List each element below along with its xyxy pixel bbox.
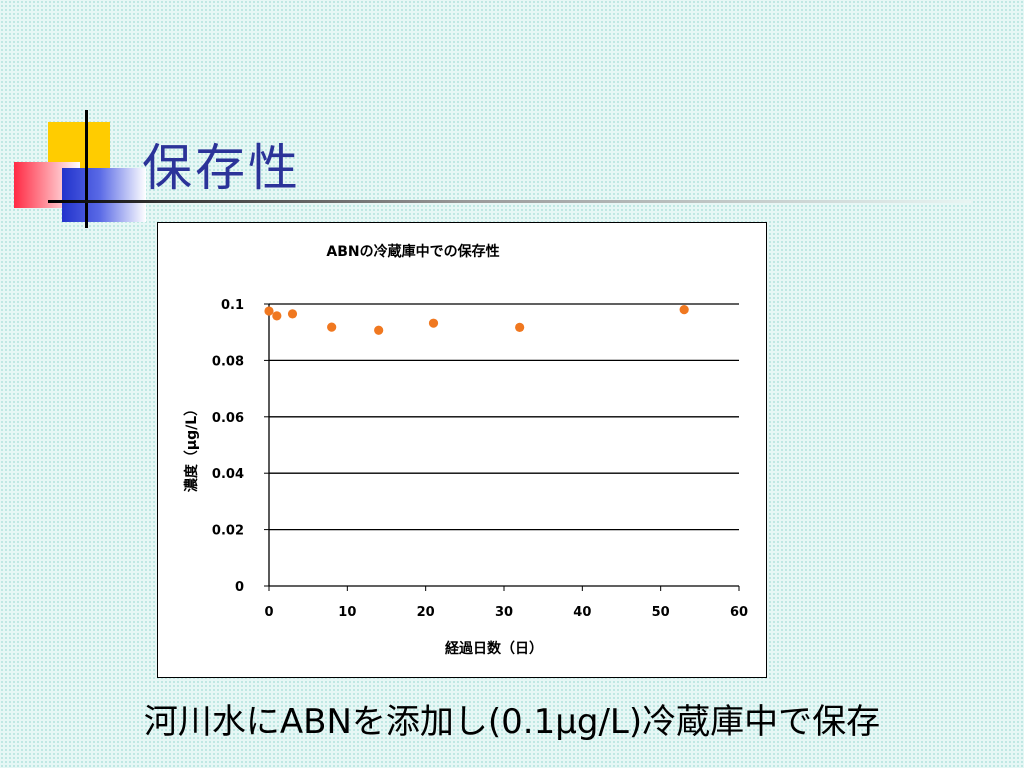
y-tick-label: 0.04 bbox=[212, 467, 244, 482]
chart-title: ABNの冷蔵庫中での保存性 bbox=[326, 243, 499, 260]
chart-frame: ABNの冷蔵庫中での保存性 0 0.02 0.04 0.06 0.08 0.1 0 10 20… bbox=[157, 222, 767, 678]
x-tick-label: 60 bbox=[730, 605, 748, 620]
decor-vertical-line bbox=[85, 110, 88, 228]
gridlines bbox=[269, 303, 739, 531]
data-point bbox=[515, 322, 525, 333]
axes bbox=[268, 304, 739, 587]
data-point bbox=[428, 318, 439, 328]
x-tick-label: 0 bbox=[264, 605, 273, 620]
slide-caption: 河川水にABNを添加し(0.1μg/L)冷蔵庫中で保存 bbox=[143, 702, 881, 742]
y-tick-label: 0.1 bbox=[221, 298, 244, 313]
x-axis-label: 経過日数（日） bbox=[445, 640, 543, 657]
data-point bbox=[287, 309, 298, 319]
decor-square-blue bbox=[62, 168, 146, 222]
x-axis-ticks: 0 10 20 30 40 50 60 bbox=[264, 586, 748, 620]
y-axis-ticks: 0 0.02 0.04 0.06 0.08 0.1 bbox=[212, 298, 269, 595]
data-point bbox=[374, 325, 384, 335]
y-axis-label: 濃度（μg/L） bbox=[183, 402, 200, 492]
y-tick-label: 0.02 bbox=[212, 524, 244, 539]
data-point bbox=[679, 305, 689, 315]
decor-horizontal-line bbox=[48, 200, 973, 203]
x-tick-label: 20 bbox=[417, 605, 435, 620]
data-point bbox=[264, 306, 274, 316]
x-tick-label: 40 bbox=[573, 605, 591, 620]
y-tick-label: 0.06 bbox=[212, 411, 244, 426]
slide-title: 保存性 bbox=[142, 139, 301, 197]
scatter-chart: ABNの冷蔵庫中での保存性 0 0.02 0.04 0.06 0.08 0.1 0 10 20… bbox=[183, 243, 748, 657]
data-points bbox=[264, 305, 689, 335]
x-tick-label: 50 bbox=[652, 605, 670, 620]
y-tick-label: 0.08 bbox=[212, 354, 244, 369]
data-point bbox=[272, 311, 282, 321]
data-point bbox=[327, 322, 337, 332]
x-tick-label: 10 bbox=[338, 605, 356, 620]
y-tick-label: 0 bbox=[235, 580, 244, 595]
x-tick-label: 30 bbox=[495, 605, 513, 620]
